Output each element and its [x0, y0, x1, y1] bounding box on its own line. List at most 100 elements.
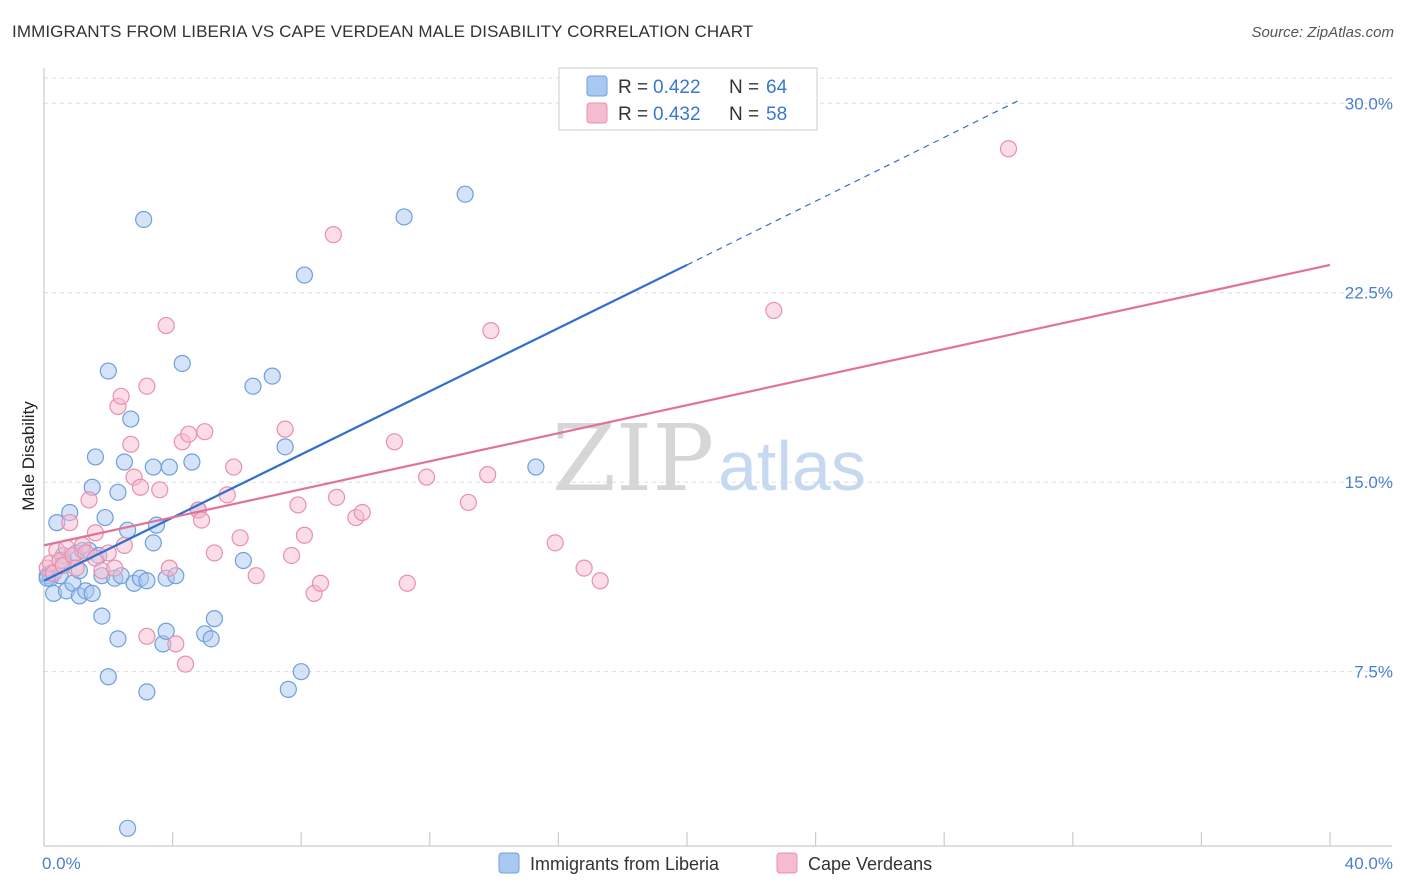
- capeverde-point-43: [289, 496, 307, 514]
- liberia-point-16: [83, 584, 101, 602]
- capeverde-point-38: [225, 458, 243, 476]
- liberia-trend-extension: [686, 100, 1019, 266]
- capeverde-point-54: [459, 493, 477, 512]
- capeverde-trend-line: [43, 263, 1331, 547]
- legend-swatch-liberia: [586, 75, 608, 97]
- capeverde-point-20: [115, 536, 133, 554]
- watermark-atlas: atlas: [718, 427, 866, 505]
- capeverde-point-46: [311, 574, 330, 592]
- liberia-point-38: [144, 534, 162, 552]
- capeverde-point-28: [160, 559, 178, 577]
- capeverde-point-40: [247, 567, 265, 585]
- y-tick-label-3: 30.0%: [1345, 94, 1393, 113]
- x-tick-marks: [43, 832, 1331, 846]
- legend-n-value-2: 58: [766, 104, 787, 125]
- capeverde-point-53: [417, 468, 436, 486]
- capeverde-point-39: [231, 529, 249, 547]
- capeverde-point-37: [218, 486, 236, 504]
- liberia-point-50: [205, 610, 223, 628]
- capeverde-point-21: [122, 435, 140, 453]
- capeverde-point-41: [276, 420, 294, 438]
- capeverde-point-50: [353, 503, 371, 522]
- liberia-point-28: [115, 453, 133, 471]
- liberia-point-46: [183, 453, 201, 471]
- liberia-point-31: [122, 410, 140, 428]
- liberia-point-49: [202, 630, 220, 648]
- liberia-point-35: [138, 572, 156, 590]
- legend-r-label-2: R =: [618, 104, 648, 125]
- liberia-point-17: [86, 448, 105, 466]
- capeverde-point-26: [151, 481, 169, 499]
- capeverde-point-42: [282, 546, 301, 565]
- capeverde-point-36: [205, 544, 223, 562]
- capeverde-point-7: [61, 514, 79, 532]
- liberia-point-34: [135, 210, 153, 229]
- capeverde-point-35: [196, 423, 214, 441]
- liberia-point-37: [144, 458, 162, 476]
- liberia-point-36: [138, 683, 156, 701]
- legend-n-label-1: N =: [729, 77, 759, 98]
- capeverde-point-61: [999, 140, 1018, 158]
- y-axis-label: Male Disability: [19, 401, 38, 511]
- y-tick-label-2: 22.5%: [1345, 284, 1393, 303]
- bottom-legend-swatch-capeverde: [776, 852, 798, 874]
- liberia-point-22: [99, 668, 117, 686]
- capeverde-point-59: [591, 572, 609, 590]
- liberia-point-21: [96, 508, 114, 527]
- x-tick-label-1: 40.0%: [1345, 854, 1393, 873]
- liberia-point-57: [295, 266, 314, 284]
- liberia-point-52: [244, 377, 262, 395]
- liberia-point-25: [109, 483, 127, 501]
- capeverde-point-32: [180, 425, 198, 443]
- bottom-legend: Immigrants from Liberia Cape Verdeans: [498, 852, 932, 874]
- series-capeverde-points: [38, 140, 1018, 673]
- capeverde-point-27: [157, 316, 175, 335]
- source-label: Source: ZipAtlas.com: [1251, 24, 1394, 41]
- liberia-point-42: [157, 622, 175, 640]
- liberia-point-53: [263, 367, 281, 385]
- capeverde-point-34: [192, 511, 211, 529]
- liberia-point-55: [279, 680, 297, 698]
- series-liberia-points: [38, 185, 545, 837]
- capeverde-point-31: [176, 655, 195, 673]
- bottom-legend-label-liberia: Immigrants from Liberia: [530, 854, 720, 874]
- legend-r-value-2: 0.432: [653, 104, 701, 125]
- capeverde-point-47: [327, 488, 346, 506]
- liberia-point-58: [395, 208, 413, 226]
- bottom-legend-label-capeverde: Cape Verdeans: [808, 854, 932, 874]
- capeverde-point-56: [482, 322, 500, 340]
- x-tick-label-0: 0.0%: [42, 854, 81, 873]
- capeverde-point-57: [546, 534, 564, 552]
- capeverde-point-17: [106, 559, 124, 577]
- trend-lines: [43, 100, 1331, 582]
- capeverde-point-23: [131, 478, 150, 496]
- liberia-point-20: [93, 607, 111, 625]
- liberia-point-23: [99, 362, 117, 380]
- axes: [43, 68, 1392, 847]
- legend-r-value-1: 0.422: [653, 77, 701, 98]
- liberia-point-45: [173, 354, 191, 373]
- liberia-point-51: [234, 551, 252, 570]
- liberia-point-30: [118, 819, 137, 837]
- y-tick-label-0: 7.5%: [1354, 663, 1393, 682]
- capeverde-point-52: [398, 574, 416, 592]
- capeverde-point-48: [324, 226, 342, 244]
- liberia-point-26: [109, 630, 127, 648]
- chart-title: IMMIGRANTS FROM LIBERIA VS CAPE VERDEAN …: [12, 22, 754, 41]
- legend-n-value-1: 64: [766, 77, 788, 98]
- liberia-point-43: [160, 458, 178, 476]
- y-tick-label-1: 15.0%: [1345, 473, 1393, 492]
- legend-box: R = 0.422 N = 64 R = 0.432 N = 58: [558, 67, 818, 131]
- capeverde-point-44: [295, 526, 314, 544]
- capeverde-point-19: [112, 387, 130, 405]
- capeverde-point-12: [80, 491, 98, 509]
- legend-r-label-1: R =: [618, 77, 648, 98]
- capeverde-point-29: [167, 635, 185, 653]
- capeverde-point-51: [385, 433, 404, 451]
- legend-swatch-capeverde: [586, 102, 608, 124]
- watermark: ZIP atlas: [552, 405, 866, 512]
- liberia-point-56: [292, 663, 310, 681]
- y-tick-labels: 7.5% 15.0% 22.5% 30.0%: [1345, 94, 1393, 681]
- x-tick-labels: 0.0% 40.0%: [42, 854, 1393, 873]
